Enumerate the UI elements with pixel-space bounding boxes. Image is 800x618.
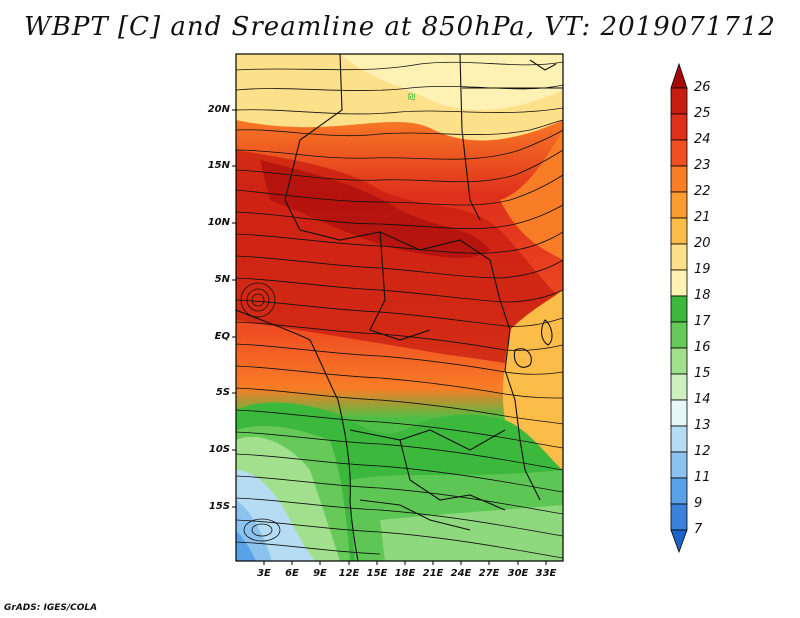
lat-label: 15S (208, 501, 230, 512)
lon-label: 15E (366, 568, 388, 579)
colorbar-label: 9 (694, 496, 703, 511)
colorbar-label: 25 (694, 106, 711, 121)
map-frame (235, 53, 564, 562)
lon-label: 30E (507, 568, 529, 579)
colorbar-label: 13 (694, 418, 711, 433)
colorbar-label: 17 (694, 314, 711, 329)
colorbar-label: 22 (694, 184, 711, 199)
colorbar-segment (670, 87, 688, 115)
map-title: WBPT [C] and Sreamline at 850hPa, VT: 20… (24, 12, 776, 42)
colorbar-segment (670, 503, 688, 531)
colorbar-segment (670, 139, 688, 167)
colorbar-label: 19 (694, 262, 711, 277)
colorbar-label: 12 (694, 444, 711, 459)
colorbar-segment (670, 347, 688, 375)
country-borders (236, 54, 563, 561)
colorbar-bottom-arrow (670, 529, 688, 554)
lon-label: 21E (422, 568, 444, 579)
colorbar (670, 62, 688, 554)
colorbar-segment (670, 477, 688, 505)
lon-label: 12E (338, 568, 360, 579)
colorbar-label: 23 (694, 158, 711, 173)
lon-label: 3E (257, 568, 271, 579)
lat-label: 5S (215, 387, 230, 398)
lon-label: 9E (313, 568, 327, 579)
colorbar-segment (670, 165, 688, 193)
colorbar-label: 14 (694, 392, 711, 407)
lon-label: 27E (478, 568, 500, 579)
colorbar-label: 21 (694, 210, 711, 225)
colorbar-segment (670, 399, 688, 427)
axis-ticks (232, 109, 547, 565)
colorbar-segment (670, 373, 688, 401)
colorbar-top-arrow (670, 62, 688, 89)
wbpt-field (236, 54, 563, 561)
lon-label: 33E (535, 568, 557, 579)
credit-text: GrADS: IGES/COLA (4, 603, 98, 613)
lat-label: 20N (207, 104, 230, 115)
colorbar-label: 18 (694, 288, 711, 303)
colorbar-segment (670, 321, 688, 349)
lat-label: 5N (214, 274, 230, 285)
lon-label: 6E (285, 568, 299, 579)
streamlines (236, 61, 563, 559)
colorbar-label: 7 (694, 522, 703, 537)
station-mark: ₪ (408, 93, 415, 103)
colorbar-segment (670, 217, 688, 245)
colorbar-label: 11 (694, 470, 711, 485)
lon-label: 24E (450, 568, 472, 579)
colorbar-label: 16 (694, 340, 711, 355)
lon-label: 18E (394, 568, 416, 579)
colorbar-segment (670, 191, 688, 219)
lat-label: 15N (207, 160, 230, 171)
lat-label: EQ (214, 331, 230, 342)
colorbar-label: 20 (694, 236, 711, 251)
colorbar-segment (670, 113, 688, 141)
lat-label: 10S (208, 444, 230, 455)
colorbar-label: 26 (694, 80, 711, 95)
colorbar-segment (670, 451, 688, 479)
colorbar-segment (670, 269, 688, 297)
lat-label: 10N (207, 217, 230, 228)
colorbar-segment (670, 243, 688, 271)
colorbar-segment (670, 425, 688, 453)
colorbar-segment (670, 295, 688, 323)
colorbar-label: 15 (694, 366, 711, 381)
colorbar-label: 24 (694, 132, 711, 147)
